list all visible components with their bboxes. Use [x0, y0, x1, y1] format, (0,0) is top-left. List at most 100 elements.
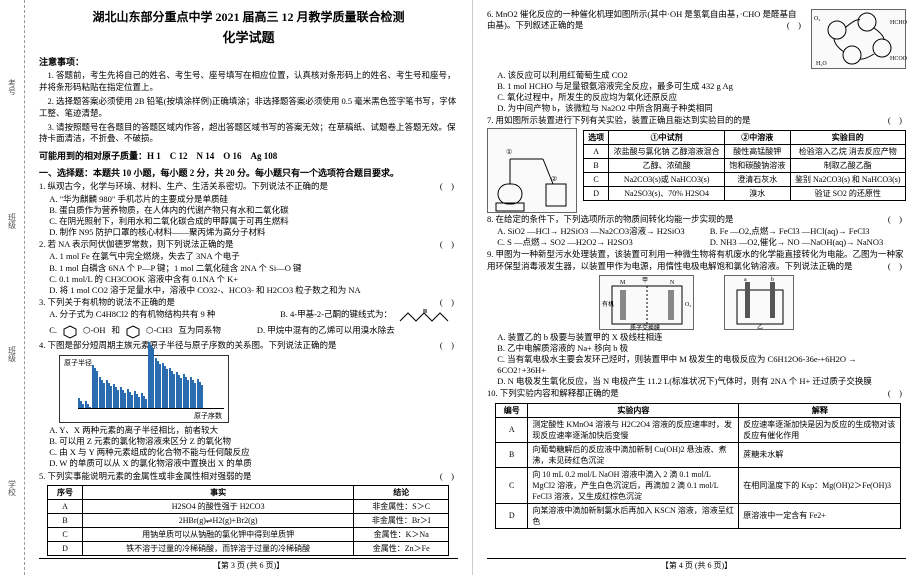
q2-opt: D. 将 1 mol CO2 溶于足量水中，溶液中 CO32-、HCO3- 和 …	[49, 285, 458, 296]
q1-opt: A. "华为麒麟 980" 手机芯片的主要成分是单质硅	[49, 194, 458, 205]
q2-stem: 2. 若 NA 表示阿伏伽德罗常数，则下列说法正确的是( )	[39, 239, 458, 250]
answer-blank: ( )	[440, 297, 454, 308]
page-right: O₂ HCHO HCOOH H₂O 6. MnO2 催化反应的一种催化机理如图所…	[473, 0, 920, 575]
td: 金属性：K＞Na	[354, 528, 449, 542]
q2-opt: A. 1 mol Fe 在氯气中完全燃烧，失去了 3NA 个电子	[49, 251, 458, 262]
exam-header-line1: 湖北山东部分重点中学 2021 届高三 12 月教学质量联合检测	[39, 8, 458, 25]
catalysis-cycle-diagram: O₂ HCHO HCOOH H₂O	[811, 9, 906, 69]
td: 金属性：Zn＞Fe	[354, 542, 449, 556]
q-text: 2. 若 NA 表示阿伏伽德罗常数，则下列说法正确的是	[39, 239, 234, 249]
ketone-skeleton-icon	[398, 309, 458, 325]
q6-opt: A. 该反应可以利用红葡萄生成 CO2	[497, 70, 906, 81]
q6-opt: C. 氧化过程中，所发生的反应均为氧化还原反应	[497, 92, 906, 103]
svg-text:H₂O: H₂O	[816, 61, 827, 67]
td: C	[584, 172, 609, 186]
q-text: 9. 甲图为一种新型污水处理装置，该装置可利用一种微生物将有机废水的化学能直接转…	[487, 249, 904, 270]
td: B	[496, 442, 528, 467]
table-row: D铁不溶于过量的冷稀硝酸，而锌溶于过量的冷稀硝酸金属性：Zn＞Fe	[48, 542, 449, 556]
svg-text:O₂: O₂	[814, 16, 820, 22]
q4-opt: B. 可以用 Z 元素的氯化物溶液来区分 Z 的氧化物	[49, 436, 458, 447]
q8-opt: B. Fe —O2,点燃→ FeCl3 —HCl(aq)→ FeCl3	[710, 226, 906, 237]
table-row: B乙醇、浓硫酸饱和碳酸钠溶液制取乙酸乙酯	[584, 158, 906, 172]
q8-opt: A. SiO2 —HCl→ H2SiO3 —Na2CO3溶液→ H2SiO3	[497, 226, 693, 237]
table-row: B2HBr(g)⇌H2(g)+Br2(g)非金属性：Br＞I	[48, 514, 449, 528]
th: 解释	[739, 403, 901, 417]
table-row: B向葡萄糖解后的反应液中滴加新制 Cu(OH)2 悬浊液、煮沸，未见砖红色沉淀蔗…	[496, 442, 901, 467]
th: 事实	[83, 486, 354, 500]
td: 溴水	[725, 186, 790, 200]
svg-text:甲: 甲	[642, 277, 648, 284]
td: A	[48, 500, 83, 514]
binding-label: 考号	[7, 79, 18, 95]
q3-c-text2: ⬡-CH3	[146, 325, 172, 336]
q9-diagrams: 有机 O₂ MN 质子交换膜 甲 ab 乙	[487, 275, 906, 330]
table-row: CNa2CO3(s)或 NaHCO3(s)澄清石灰水鉴别 Na2CO3(s) 和…	[584, 172, 906, 186]
td: 在相同温度下的 Ksp：Mg(OH)2＞Fe(OH)3	[739, 467, 901, 503]
answer-blank: ( )	[787, 20, 801, 31]
page-left: 湖北山东部分重点中学 2021 届高三 12 月教学质量联合检测 化学试题 注意…	[25, 0, 473, 575]
table-row: D向某溶液中滴加新制氯水后再加入 KSCN 溶液，溶液呈红色原溶液中一定含有 F…	[496, 503, 901, 528]
svg-text:①: ①	[506, 148, 512, 156]
td: 饱和碳酸钠溶液	[725, 158, 790, 172]
q-text: 3. 下列关于有机物的说法不正确的是	[39, 297, 175, 307]
table-row: C向 10 mL 0.2 mol/L NaOH 溶液中滴入 2 滴 0.1 mo…	[496, 467, 901, 503]
td: Na2CO3(s)或 NaHCO3(s)	[609, 172, 725, 186]
q-text: 6. MnO2 催化反应的一种催化机理如图所示(其中·OH 是氢氧自由基，·CH…	[487, 9, 797, 30]
q5-stem: 5. 下列实事能说明元素的金属性或非金属性相对强弱的是( )	[39, 471, 458, 482]
td: H2SO4 的酸性强于 H2CO3	[83, 500, 354, 514]
td: 向 10 mL 0.2 mol/L NaOH 溶液中滴入 2 滴 0.1 mol…	[528, 467, 739, 503]
svg-text:N: N	[670, 280, 675, 286]
q9-opt: A. 装置乙的 b 极要与装置甲的 X 极线柱相连	[497, 332, 906, 343]
atomic-masses: 可能用到的相对原子质量：H 1 C 12 N 14 O 16 Ag 108	[39, 149, 458, 162]
table-row: AH2SO4 的酸性强于 H2CO3非金属性：S＞C	[48, 500, 449, 514]
q8-opt: D. NH3 —O2,催化→ NO —NaOH(aq)→ NaNO3	[710, 237, 906, 248]
q8-stem: 8. 在给定的条件下，下列选项所示的物质间转化均能一步实现的是( )	[487, 214, 906, 225]
svg-text:b: b	[771, 277, 774, 283]
td: Na2SO3(s)、70% H2SO4	[609, 186, 725, 200]
part1-heading: 一、选择题：本题共 10 小题，每小题 2 分，共 20 分。每小题只有一个选项…	[39, 166, 458, 179]
q3-opt-c-pre: C.	[49, 325, 57, 336]
q3-row2: C. ⬡-OH 和 ⬡-CH3 互为同系物 D. 甲烷中混有的乙烯可以用溴水除去	[49, 325, 458, 339]
answer-blank: ( )	[888, 388, 902, 399]
cell-icon: 有机 O₂ MN 质子交换膜 甲	[600, 276, 695, 331]
svg-text:O₂: O₂	[685, 302, 691, 308]
td: 向葡萄糖解后的反应液中滴加新制 Cu(OH)2 悬浊液、煮沸，未见砖红色沉淀	[528, 442, 739, 467]
td: 铁不溶于过量的冷稀硝酸，而锌溶于过量的冷稀硝酸	[83, 542, 354, 556]
answer-blank: ( )	[888, 115, 902, 126]
notice-item: 2. 选择题答案必须使用 2B 铅笔(按填涂样例)正确填涂；非选择题答案必须使用…	[39, 96, 458, 120]
th: ①中试剂	[609, 130, 725, 144]
td: 澄清石灰水	[725, 172, 790, 186]
answer-blank: ( )	[440, 181, 454, 192]
q10-table: 编号 实验内容 解释 A测定酸性 KMnO4 溶液与 H2C2O4 溶液的反应速…	[495, 403, 901, 529]
binding-label: 班级	[7, 213, 18, 229]
q9-opt: C. 当有氧电极水主要会发环己烃时，则装置甲中 M 极发生的电极反应为 C6H1…	[497, 354, 906, 376]
svg-text:HCOOH: HCOOH	[890, 56, 907, 62]
svg-text:HCHO: HCHO	[890, 20, 907, 26]
table-row: 选项 ①中试剂 ②中溶液 实验目的	[584, 130, 906, 144]
notice-item: 3. 请按照题号在各题目的答题区域内作答，超出答题区域书写的答案无效；在草稿纸、…	[39, 122, 458, 146]
q-text: 8. 在给定的条件下，下列选项所示的物质间转化均能一步实现的是	[487, 214, 734, 224]
td: 制取乙酸乙酯	[790, 158, 905, 172]
chart-xaxis	[78, 408, 224, 409]
fuel-cell-diagram: 有机 O₂ MN 质子交换膜 甲	[599, 275, 694, 330]
td: C	[48, 528, 83, 542]
q1-opt: B. 蛋白质作为营养物质，在人体内的代谢产物只有水和二氧化碳	[49, 205, 458, 216]
distillation-diagram: ① ②	[487, 128, 577, 213]
q3-stem: 3. 下列关于有机物的说法不正确的是 ( )	[39, 297, 458, 308]
svg-text:M: M	[620, 280, 626, 286]
td: 向某溶液中滴加新制氯水后再加入 KSCN 溶液，溶液呈红色	[528, 503, 739, 528]
q6-opt: B. 1 mol HCHO 与足量银氨溶液完全反应，最多可生成 432 g Ag	[497, 81, 906, 92]
q2-opt: B. 1 mol 白磷含 6NA 个 P—P 键；1 mol 二氧化硅含 2NA…	[49, 263, 458, 274]
q3-row1: A. 分子式为 C4H8Cl2 的有机物结构共有 9 种 B. 4-甲基-2-己…	[49, 309, 458, 325]
td: B	[48, 514, 83, 528]
table-row: A浓盐酸与氯化钠 乙醇溶液混合酸性高锰酸钾检验溶入乙烷 消去反应产物	[584, 144, 906, 158]
q1-opt: C. 在阴光照射下，利用水和二氧化碳合成的甲醇属于可再生燃料	[49, 216, 458, 227]
td: D	[496, 503, 528, 528]
q3-opt-a: A. 分子式为 C4H8Cl2 的有机物结构共有 9 种	[49, 309, 215, 320]
th: 结论	[354, 486, 449, 500]
table-row: 序号 事实 结论	[48, 486, 449, 500]
svg-text:乙: 乙	[757, 324, 763, 331]
q3-c-mid: 和	[112, 325, 121, 336]
exam-header-line2: 化学试题	[39, 27, 458, 46]
q6-opt: D. 为中间产物 b，该微粒与 Na2O2 中所含阴离子种类相同	[497, 103, 906, 114]
